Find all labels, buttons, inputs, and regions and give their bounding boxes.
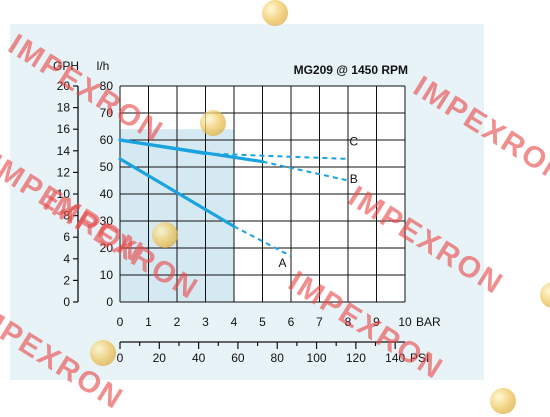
- x2-tick-label-psi: 40: [192, 351, 206, 365]
- watermark-logo-icon: [90, 340, 116, 366]
- y-tick-label-gph: 20: [57, 79, 71, 93]
- x-tick-label-bar: 2: [174, 315, 181, 329]
- y-axis-left-unit: GPH: [53, 59, 79, 73]
- x-tick-label-bar: 7: [316, 315, 323, 329]
- x-tick-label-bar: 8: [345, 315, 352, 329]
- watermark-logo-icon: [490, 388, 516, 414]
- series-c-dashed-line: [205, 152, 349, 160]
- chart-title: MG209 @ 1450 RPM: [294, 63, 408, 77]
- x-tick-label-bar: 0: [117, 315, 124, 329]
- x2-tick-label-psi: 100: [307, 351, 327, 365]
- y-tick-label-gph: 2: [63, 273, 70, 287]
- watermark-logo-icon: [540, 282, 550, 308]
- x-tick-label-bar: 4: [231, 315, 238, 329]
- y-tick-label-gph: 12: [57, 165, 71, 179]
- y-tick-label-lh: 20: [100, 241, 114, 255]
- y-tick-label-lh: 60: [100, 133, 114, 147]
- y-tick-label-lh: 10: [100, 268, 114, 282]
- x2-tick-label-psi: 60: [231, 351, 245, 365]
- watermark-logo-icon: [200, 110, 226, 136]
- y-tick-label-lh: 50: [100, 160, 114, 174]
- series-c-solid-line: [118, 138, 208, 156]
- y-tick-label-gph: 6: [63, 230, 70, 244]
- y-tick-label-gph: 16: [57, 122, 71, 136]
- x-tick-label-bar: 5: [259, 315, 266, 329]
- series-b-dashed-line: [262, 160, 349, 182]
- x-tick-label-bar: 10: [398, 315, 412, 329]
- y-tick-label-gph: 8: [63, 209, 70, 223]
- x-tick-label-bar: 9: [373, 315, 380, 329]
- x2-tick-label-psi: 20: [153, 351, 167, 365]
- y-tick-label-gph: 14: [57, 144, 71, 158]
- series-b-label: B: [350, 172, 358, 186]
- y-tick-label-lh: 40: [100, 187, 114, 201]
- x-axis-unit: BAR: [416, 315, 441, 329]
- x-tick-label-bar: 6: [288, 315, 295, 329]
- x2-tick-label-psi: 0: [117, 351, 124, 365]
- x2-tick-label-psi: 120: [346, 351, 366, 365]
- y-tick-label-lh: 30: [100, 214, 114, 228]
- x2-tick-label-psi: 140: [385, 351, 405, 365]
- x2-axis-unit: PSI: [410, 351, 429, 365]
- series-c-label: C: [349, 134, 358, 148]
- y-tick-label-lh: 70: [100, 106, 114, 120]
- series-a-label: A: [278, 256, 286, 270]
- series-a-dashed-line: [233, 225, 292, 257]
- watermark-logo-icon: [152, 222, 178, 248]
- y-tick-label-gph: 0: [63, 295, 70, 309]
- watermark-logo-icon: [262, 0, 288, 26]
- x-tick-label-bar: 1: [145, 315, 152, 329]
- y-axis-unit: l/h: [97, 59, 110, 73]
- y-tick-label-lh: 0: [106, 295, 113, 309]
- x2-tick-label-psi: 80: [271, 351, 285, 365]
- x-tick-label-bar: 3: [202, 315, 209, 329]
- series-a-solid-line: [118, 157, 236, 228]
- y-tick-label-lh: 80: [100, 79, 114, 93]
- y-tick-label-gph: 10: [57, 187, 71, 201]
- y-tick-label-gph: 4: [63, 252, 70, 266]
- y-tick-label-gph: 18: [57, 101, 71, 115]
